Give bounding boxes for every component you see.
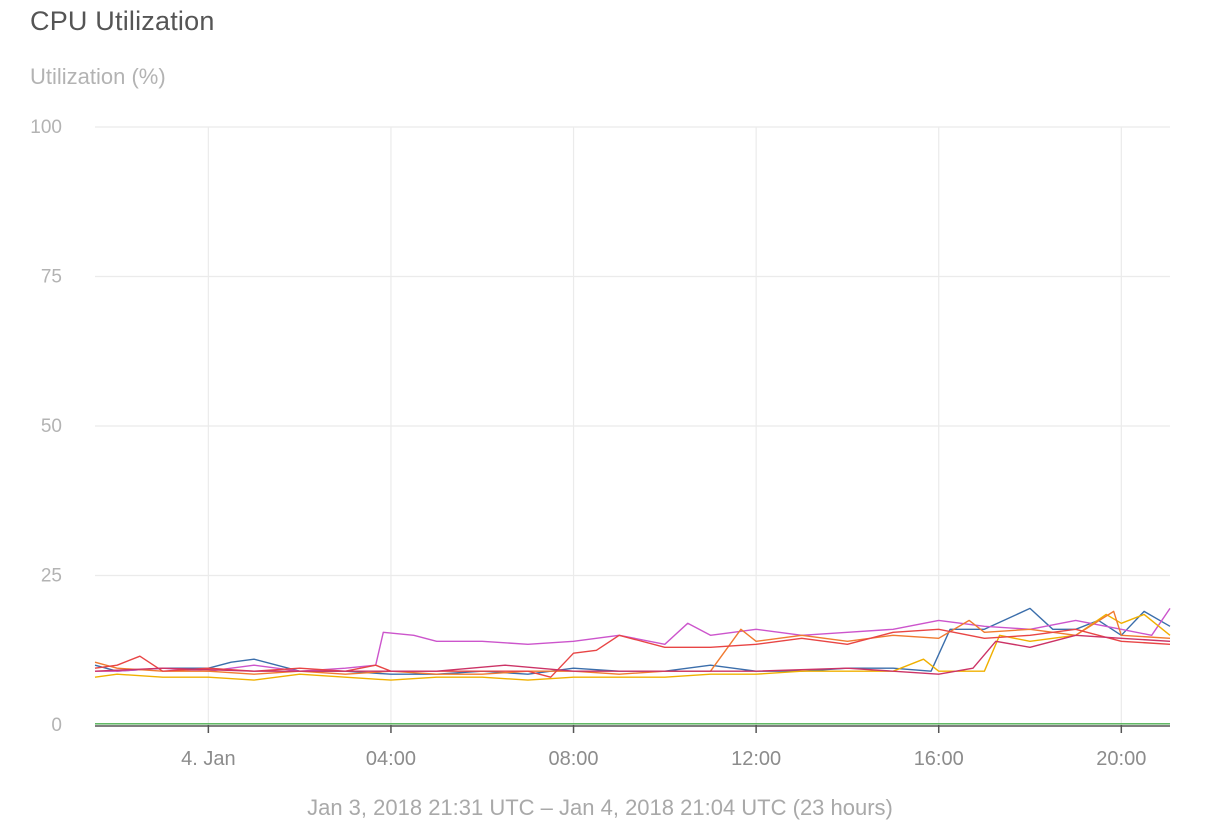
chart-title: CPU Utilization xyxy=(30,6,215,36)
series-line-6 xyxy=(94,634,1171,675)
y-tick-label: 0 xyxy=(51,715,62,736)
y-axis-label: Utilization (%) xyxy=(30,64,166,89)
x-tick-label: 08:00 xyxy=(549,748,599,770)
y-tick-label: 25 xyxy=(41,566,62,587)
x-tick-label: 4. Jan xyxy=(181,748,235,770)
series-line-1 xyxy=(94,607,1171,675)
x-tick-label: 16:00 xyxy=(914,748,964,770)
x-tick-label: 12:00 xyxy=(731,748,781,770)
x-tick-label: 04:00 xyxy=(366,748,416,770)
x-tick-label: 20:00 xyxy=(1096,748,1146,770)
time-range-caption: Jan 3, 2018 21:31 UTC – Jan 4, 2018 21:0… xyxy=(307,795,893,820)
series-line-5 xyxy=(94,628,1171,678)
y-tick-label: 50 xyxy=(41,416,62,437)
series-line-3 xyxy=(94,613,1171,681)
y-tick-label: 75 xyxy=(41,267,62,288)
series-line-4 xyxy=(94,610,1171,675)
y-tick-label: 100 xyxy=(30,117,62,138)
